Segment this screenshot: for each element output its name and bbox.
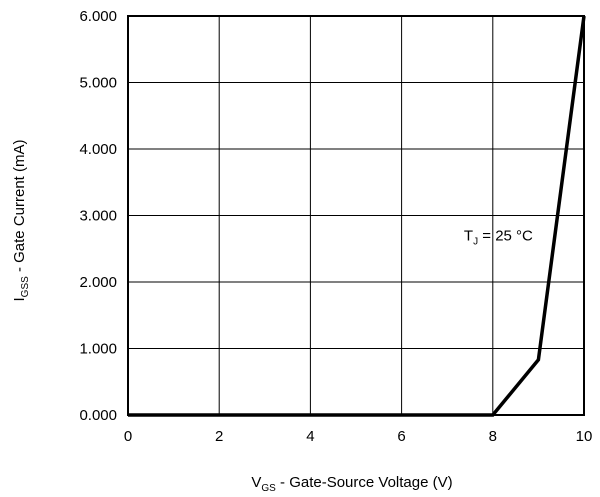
x-tick-label: 10 — [576, 428, 593, 445]
grid — [128, 16, 584, 415]
y-tick-label: 0.000 — [79, 407, 117, 424]
x-tick-label: 0 — [124, 428, 132, 445]
y-axis-label: IGSS - Gate Current (mA) — [11, 140, 31, 302]
y-axis-label-sub: GSS — [20, 276, 31, 297]
y-axis-label-main: I — [11, 297, 28, 301]
y-tick-label: 3.000 — [79, 208, 117, 225]
x-tick-label: 8 — [489, 428, 497, 445]
y-tick-label: 2.000 — [79, 274, 117, 291]
annotation-sub: J — [473, 236, 478, 247]
x-axis-label-sub: GS — [261, 483, 276, 494]
annotation-rest: = 25 °C — [478, 227, 533, 244]
y-tick-label: 5.000 — [79, 75, 117, 92]
x-tick-label: 2 — [215, 428, 223, 445]
x-tick-label: 4 — [306, 428, 314, 445]
y-tick-label: 6.000 — [79, 8, 117, 25]
temperature-annotation: TJ = 25 °C — [464, 227, 533, 247]
x-axis-label-rest: - Gate-Source Voltage (V) — [276, 474, 453, 491]
x-axis-label: VGS - Gate-Source Voltage (V) — [251, 474, 452, 494]
x-tick-labels: 0 2 4 6 8 10 — [124, 428, 593, 445]
x-axis-label-main: V — [251, 474, 261, 491]
y-axis-label-rest: - Gate Current (mA) — [11, 140, 28, 277]
x-tick-label: 6 — [397, 428, 405, 445]
y-tick-label: 1.000 — [79, 341, 117, 358]
y-tick-labels: 0.000 1.000 2.000 3.000 4.000 5.000 6.000 — [79, 8, 117, 424]
plot-frame — [127, 15, 585, 416]
y-tick-label: 4.000 — [79, 141, 117, 158]
annotation-main: T — [464, 227, 473, 244]
